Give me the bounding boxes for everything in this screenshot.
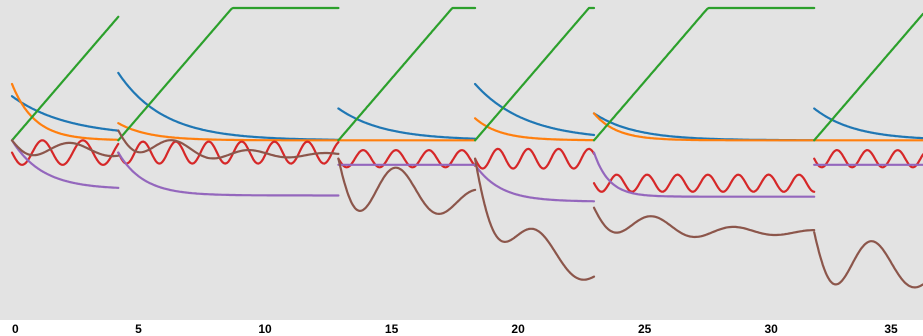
x-tick-label: 15 (385, 322, 399, 336)
series-2-segment-2 (117, 122, 340, 142)
series-1-segment-3 (337, 107, 477, 140)
x-tick-label: 35 (884, 322, 898, 336)
series-1-segment-4 (474, 82, 596, 137)
x-tick-label: 25 (638, 322, 652, 336)
series-4-segment-3 (337, 149, 477, 169)
x-axis-ticks: 0 5 10 15 20 25 30 35 (12, 322, 898, 336)
series-4-segment-6 (813, 149, 923, 169)
x-tick-label: 10 (258, 322, 272, 336)
series-6-segment-3 (337, 157, 477, 215)
series-4-segment-5 (592, 173, 816, 193)
series-5-segment-4 (474, 163, 596, 203)
series-5-segment-5 (592, 151, 816, 198)
series-3-segment-4 (474, 6, 596, 142)
series-layer (10, 6, 923, 289)
series-2-segment-1 (10, 82, 120, 141)
series-3-segment-1 (10, 15, 120, 142)
x-tick-label: 5 (135, 322, 142, 336)
series-3-segment-3 (337, 6, 477, 142)
plot-background (0, 0, 923, 320)
series-4-segment-2 (117, 140, 340, 165)
series-6-segment-2 (117, 129, 340, 160)
series-6-segment-6 (813, 231, 923, 289)
x-tick-label: 30 (764, 322, 778, 336)
series-6-segment-1 (10, 139, 120, 158)
series-1-segment-2 (117, 71, 340, 141)
series-3-segment-2 (117, 6, 340, 142)
series-4-segment-4 (474, 147, 596, 170)
x-tick-label: 20 (511, 322, 525, 336)
series-1-segment-1 (10, 95, 120, 132)
series-2-segment-5 (592, 112, 816, 142)
series-6-segment-5 (592, 206, 816, 239)
series-2-segment-4 (474, 117, 596, 142)
series-6-segment-4 (474, 157, 596, 281)
series-3-segment-6 (813, 12, 923, 142)
series-4-segment-1 (10, 139, 120, 166)
series-5-segment-1 (10, 139, 120, 189)
series-3-segment-5 (592, 6, 816, 142)
series-5-segment-2 (117, 151, 340, 197)
x-tick-label: 0 (12, 322, 19, 336)
